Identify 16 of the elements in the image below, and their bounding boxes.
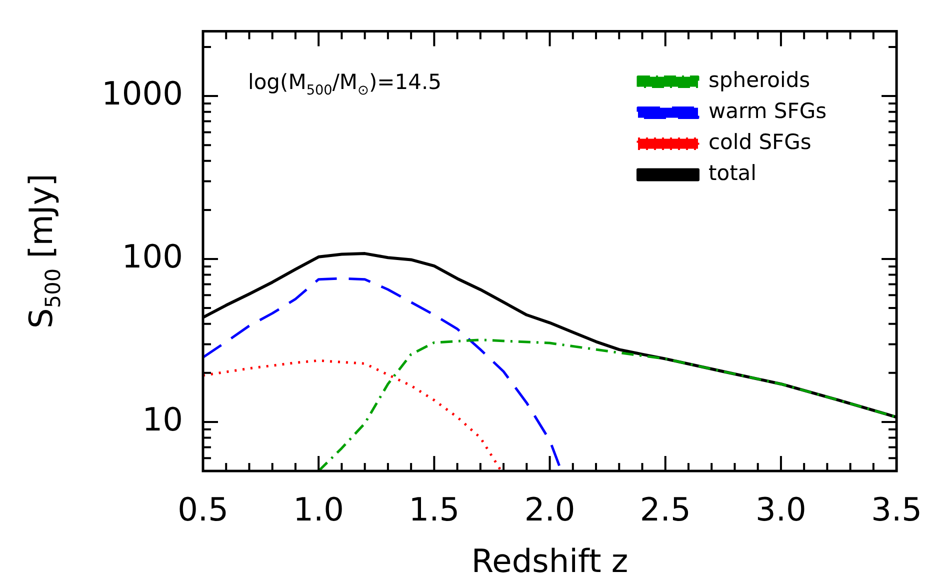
x-tick-label: 3.5 — [871, 490, 922, 529]
legend-label: warm SFGs — [708, 99, 827, 124]
x-tick-label: 1.0 — [293, 490, 344, 529]
x-tick-label: 3.0 — [756, 490, 806, 529]
y-axis-title: S500 [mJy] — [22, 174, 65, 328]
legend-label: spheroids — [708, 68, 810, 92]
x-tick-label: 1.5 — [408, 490, 460, 529]
legend-label: total — [708, 161, 757, 186]
x-tick-label: 2.5 — [640, 490, 691, 529]
x-axis-title: Redshift z — [471, 542, 628, 580]
legend-label: cold SFGs — [708, 130, 812, 154]
y-tick-label: 10 — [142, 400, 183, 438]
y-tick-label: 1000 — [102, 74, 183, 112]
x-tick-label: 2.0 — [524, 490, 576, 529]
y-tick-label: 100 — [122, 237, 183, 276]
x-tick-label: 0.5 — [178, 490, 228, 529]
